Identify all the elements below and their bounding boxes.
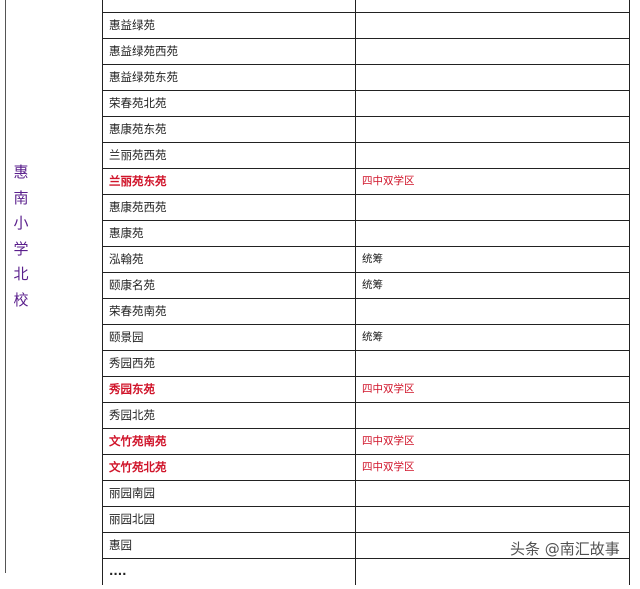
note-cell <box>355 559 630 585</box>
school-name-char: 南 <box>13 188 29 207</box>
table-row: 兰丽苑西苑 <box>102 142 630 169</box>
community-name-cell: 文竹苑北苑 <box>102 455 355 481</box>
table-row: 文竹苑南苑 四中双学区 <box>102 428 630 455</box>
note-cell <box>355 0 630 13</box>
note-cell: 四中双学区 <box>355 169 630 195</box>
table-row: 荣春苑南苑 <box>102 298 630 325</box>
note-cell <box>355 65 630 91</box>
community-name-cell <box>102 0 355 13</box>
table-row: 惠益绿苑东苑 <box>102 64 630 91</box>
community-name-cell: ···· <box>102 559 355 585</box>
community-name-cell: 泓翰苑 <box>102 247 355 273</box>
school-name-char: 惠 <box>13 163 29 181</box>
table-row: 惠益绿苑西苑 <box>102 38 630 65</box>
table-row: 丽园南园 <box>102 480 630 507</box>
note-cell: 四中双学区 <box>355 455 630 481</box>
table-row: 泓翰苑 统筹 <box>102 246 630 273</box>
community-name-cell: 秀园东苑 <box>102 377 355 403</box>
school-name-char: 校 <box>13 290 29 309</box>
note-cell <box>355 39 630 65</box>
table-row: 丽园北园 <box>102 506 630 533</box>
community-name-cell: 荣春苑北苑 <box>102 91 355 117</box>
note-cell: 四中双学区 <box>355 377 630 403</box>
community-name-cell: 荣春苑南苑 <box>102 299 355 325</box>
table-row: 惠园 <box>102 532 630 559</box>
community-name-cell: 惠益绿苑东苑 <box>102 65 355 91</box>
note-cell <box>355 481 630 507</box>
community-name-cell: 秀园西苑 <box>102 351 355 377</box>
school-name-char: 小 <box>13 214 29 232</box>
table-row: 兰丽苑东苑 四中双学区 <box>102 168 630 195</box>
community-name-cell: 惠园 <box>102 533 355 559</box>
school-name-char: 北 <box>13 265 29 283</box>
note-cell <box>355 221 630 247</box>
note-cell <box>355 351 630 377</box>
community-name-cell: 惠康苑 <box>102 221 355 247</box>
table-row: 文竹苑北苑 四中双学区 <box>102 454 630 481</box>
watermark: 头条 @南汇故事 <box>510 540 620 558</box>
community-name-cell: 惠康苑西苑 <box>102 195 355 221</box>
note-cell <box>355 13 630 39</box>
note-cell <box>355 507 630 533</box>
community-name-cell: 颐康名苑 <box>102 273 355 299</box>
community-name-cell: 惠益绿苑 <box>102 13 355 39</box>
community-name-cell: 文竹苑南苑 <box>102 429 355 455</box>
note-cell <box>355 299 630 325</box>
table-row: 惠康苑西苑 <box>102 194 630 221</box>
note-cell <box>355 533 630 559</box>
community-name-cell: 丽园北园 <box>102 507 355 533</box>
school-name-label: 惠南小学北校 <box>12 160 30 313</box>
table-row: 惠益绿苑 <box>102 12 630 39</box>
table-row: 惠康苑东苑 <box>102 116 630 143</box>
table-row: 荣春苑北苑 <box>102 90 630 117</box>
note-cell: 统筹 <box>355 325 630 351</box>
note-cell: 统筹 <box>355 273 630 299</box>
note-cell: 统筹 <box>355 247 630 273</box>
table-row: 秀园北苑 <box>102 402 630 429</box>
table-row: 颐康名苑 统筹 <box>102 272 630 299</box>
community-name-cell: 惠益绿苑西苑 <box>102 39 355 65</box>
table-row: 秀园西苑 <box>102 350 630 377</box>
table-row: 颐景园 统筹 <box>102 324 630 351</box>
school-name-char: 学 <box>13 239 29 258</box>
community-name-cell: 惠康苑东苑 <box>102 117 355 143</box>
note-cell <box>355 143 630 169</box>
note-cell <box>355 91 630 117</box>
community-name-cell: 颐景园 <box>102 325 355 351</box>
table-row: ···· <box>102 558 630 585</box>
note-cell <box>355 117 630 143</box>
note-cell <box>355 403 630 429</box>
community-name-cell: 兰丽苑西苑 <box>102 143 355 169</box>
note-cell: 四中双学区 <box>355 429 630 455</box>
note-cell <box>355 195 630 221</box>
table-row: 秀园东苑 四中双学区 <box>102 376 630 403</box>
community-name-cell: 兰丽苑东苑 <box>102 169 355 195</box>
table-row <box>102 0 630 13</box>
table-left-border <box>5 0 6 573</box>
community-name-cell: 秀园北苑 <box>102 403 355 429</box>
community-name-cell: 丽园南园 <box>102 481 355 507</box>
table-row: 惠康苑 <box>102 220 630 247</box>
